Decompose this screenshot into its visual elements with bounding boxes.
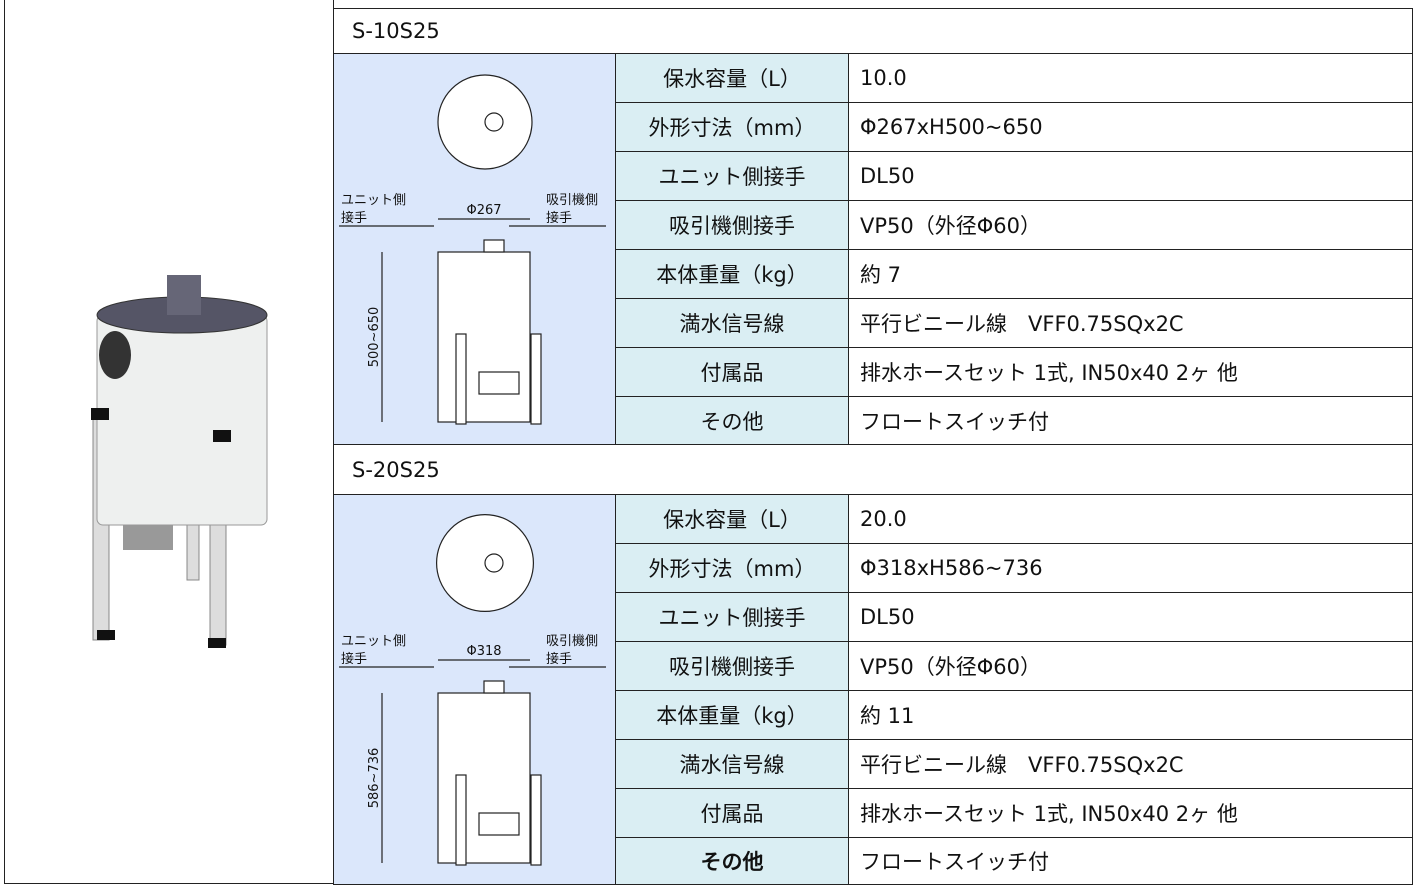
spec-value: VP50（外径Φ60） [848,641,1413,691]
spec-label: ユニット側接手 [615,151,849,201]
spec-label: 保水容量（L） [615,494,849,544]
suction-joint-label: 吸引機側 [546,193,598,208]
diameter-label: Φ318 [466,644,501,659]
spec-value: DL50 [848,592,1413,642]
spec-value: 約 11 [848,690,1413,740]
spec-label: 付属品 [615,788,849,838]
height-label: 586~736 [367,747,382,808]
suction-port [483,679,505,694]
spec-value: 平行ビニール線 VFF0.75SQx2C [848,739,1413,789]
spec-value: 約 7 [848,249,1413,299]
spec-label: その他 [615,396,849,446]
spec-value: 排水ホースセット 1式, IN50x40 2ヶ 他 [848,788,1413,838]
drain [478,370,520,395]
spec-value: 排水ホースセット 1式, IN50x40 2ヶ 他 [848,347,1413,397]
unit-joint-label: ユニット側 [341,634,406,649]
spec-value: フロートスイッチ付 [848,396,1413,446]
outline-drawing: ユニット側接手 吸引機側接手 Φ318 586~736 [339,513,606,866]
spec-label: 外形寸法（mm） [615,102,849,152]
spec-value: VP50（外径Φ60） [848,200,1413,250]
outline-drawing: ユニット側接手 吸引機側接手 Φ267 500~650 [339,73,606,425]
spec-value: 20.0 [848,494,1413,544]
spec-label: 吸引機側接手 [615,200,849,250]
spec-label: 吸引機側接手 [615,641,849,691]
height-label: 500~650 [367,306,382,367]
drain [478,811,520,836]
leg [455,773,467,866]
suction-joint-label: 接手 [546,651,572,667]
suction-port [483,238,505,253]
suction-joint-label: 接手 [546,210,572,226]
product-photo-cell [4,0,334,884]
leg [530,332,542,425]
spec-value: 10.0 [848,53,1413,103]
unit-joint-label: 接手 [341,651,367,667]
spec-label: 保水容量（L） [615,53,849,103]
side-view [437,250,531,423]
port [484,552,504,573]
model-name: S-10S25 [333,8,1413,54]
spec-value: Φ267xH500~650 [848,102,1413,152]
spec-label: 本体重量（kg） [615,249,849,299]
port [484,111,504,132]
leg [455,332,467,425]
model-name: S-20S25 [333,444,1413,495]
product-photo [91,274,268,648]
spec-label: 満水信号線 [615,298,849,348]
drawing-cell: ユニット側接手 吸引機側接手 Φ318 586~736 [333,494,616,885]
spec-label: ユニット側接手 [615,592,849,642]
drawing-cell: ユニット側接手 吸引機側接手 Φ267 500~650 [333,53,616,446]
suction-joint-label: 吸引機側 [546,634,598,649]
spec-value: DL50 [848,151,1413,201]
spec-label: その他 [615,837,849,885]
spec-value: Φ318xH586~736 [848,543,1413,593]
unit-joint-label: 接手 [341,210,367,226]
leg [530,773,542,866]
spec-label: 満水信号線 [615,739,849,789]
spec-value: 平行ビニール線 VFF0.75SQx2C [848,298,1413,348]
spec-label: 外形寸法（mm） [615,543,849,593]
side-view [437,691,531,864]
diameter-label: Φ267 [466,203,501,218]
spec-value: フロートスイッチ付 [848,837,1413,885]
unit-joint-label: ユニット側 [341,193,406,208]
spec-label: 付属品 [615,347,849,397]
spec-label: 本体重量（kg） [615,690,849,740]
